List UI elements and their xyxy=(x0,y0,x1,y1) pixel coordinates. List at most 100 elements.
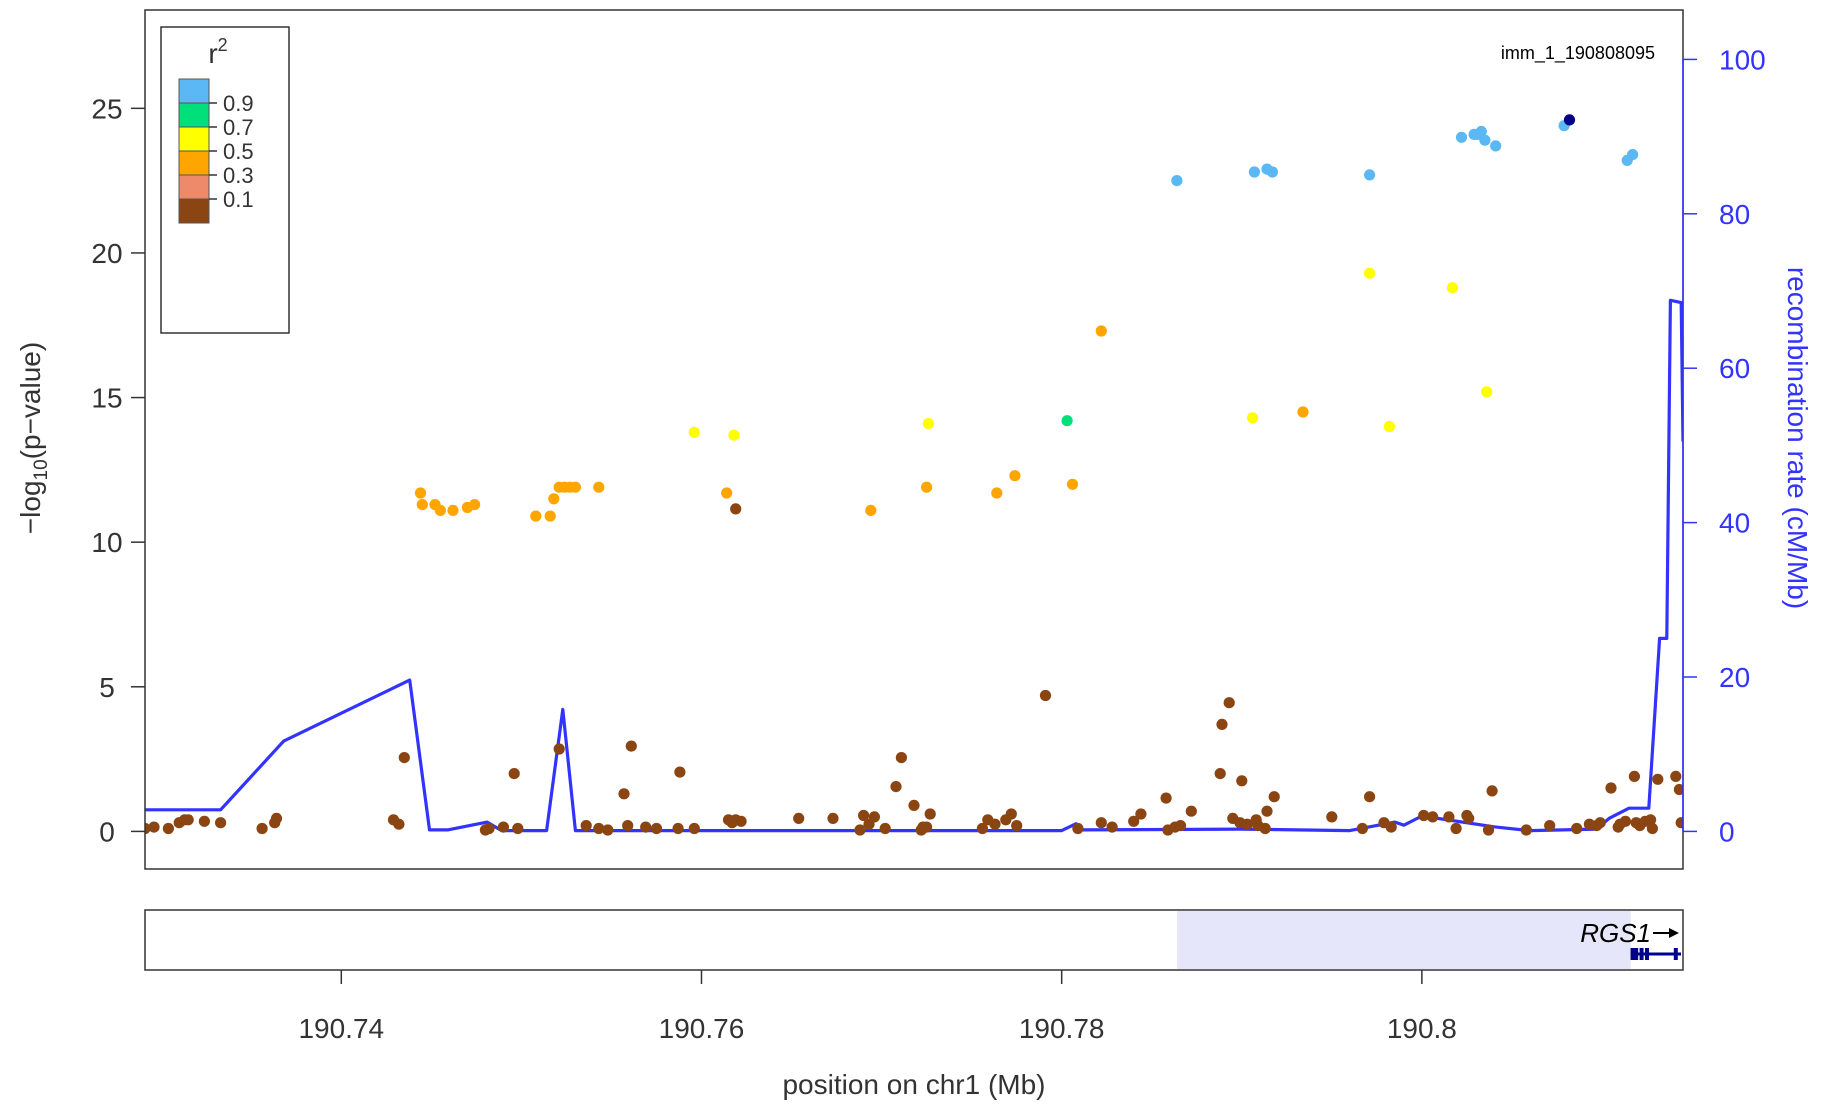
snp-point xyxy=(793,812,805,825)
lead-snp-label: imm_1_190808095 xyxy=(1501,43,1655,64)
snp-point xyxy=(1645,814,1657,826)
y2-tick-label: 60 xyxy=(1719,353,1750,384)
legend-title: r2 xyxy=(208,35,227,69)
snp-point xyxy=(890,781,902,793)
legend-bins: 0.90.70.50.30.1 xyxy=(178,78,254,224)
snp-point xyxy=(508,768,520,780)
snp-point xyxy=(1652,773,1664,785)
snp-point xyxy=(1463,812,1475,825)
snp-point xyxy=(1418,809,1430,822)
x-tick-label: 190.76 xyxy=(659,1013,745,1044)
snp-point xyxy=(827,812,839,825)
gene-exon xyxy=(1639,948,1644,960)
snp-point xyxy=(1297,406,1309,418)
legend-bin-label: 0.1 xyxy=(223,187,254,212)
snp-point xyxy=(483,822,495,835)
snp-point xyxy=(1248,166,1260,178)
snp-point xyxy=(1174,820,1187,832)
snp-point xyxy=(1486,785,1498,797)
gene-exon xyxy=(1644,948,1649,960)
snp-point xyxy=(1364,791,1376,803)
snp-point xyxy=(1261,805,1273,817)
legend-swatch xyxy=(178,78,210,104)
snp-point xyxy=(908,799,920,812)
gene-label: RGS1 xyxy=(1580,918,1651,948)
snp-point xyxy=(1005,808,1017,820)
snp-point xyxy=(1673,783,1683,796)
snp-point xyxy=(1128,815,1140,827)
snp-point xyxy=(1443,811,1455,823)
snp-point xyxy=(162,822,174,835)
snp-point xyxy=(215,817,227,829)
snp-point xyxy=(553,743,565,755)
snp-point xyxy=(1095,817,1107,829)
snp-point xyxy=(1628,770,1640,783)
snp-point xyxy=(1356,822,1368,835)
legend-swatch xyxy=(178,102,210,128)
snp-point xyxy=(735,815,747,827)
snp-point xyxy=(198,815,210,827)
snp-point xyxy=(922,418,935,430)
snp-point xyxy=(1106,821,1118,833)
y-axis-left-label-sub: 10 xyxy=(31,459,52,480)
snp-point xyxy=(1446,282,1459,294)
snp-point xyxy=(1066,478,1079,490)
y-axis-right-label: recombination rate (cM/Mb) xyxy=(1782,267,1813,609)
snp-point xyxy=(1364,169,1376,181)
points-layer xyxy=(145,114,1683,836)
y2-tick-label: 100 xyxy=(1719,44,1766,75)
gene-exon xyxy=(1673,948,1678,960)
snp-point xyxy=(434,504,446,516)
snp-point xyxy=(1479,134,1491,146)
legend-swatch xyxy=(178,198,210,224)
snp-point xyxy=(593,481,605,493)
snp-point xyxy=(1011,820,1023,832)
snp-point xyxy=(854,824,866,836)
snp-point xyxy=(1247,412,1259,424)
x-axis-label: position on chr1 (Mb) xyxy=(782,1069,1045,1100)
snp-point xyxy=(868,811,881,823)
snp-point xyxy=(879,822,891,835)
snp-point xyxy=(989,818,1001,830)
gene-exon xyxy=(1630,948,1635,960)
y2-tick-label: 40 xyxy=(1719,508,1750,539)
x-axis: 190.74 190.76 190.78 190.8 xyxy=(298,970,1457,1044)
snp-point xyxy=(1160,792,1172,804)
snp-point xyxy=(414,487,427,499)
snp-point xyxy=(1482,824,1495,836)
legend-swatch xyxy=(178,126,210,152)
legend-swatch xyxy=(178,174,210,200)
snp-point xyxy=(1364,267,1376,279)
snp-point xyxy=(1627,149,1639,161)
snp-point xyxy=(672,822,684,835)
snp-point xyxy=(865,504,877,516)
snp-point xyxy=(512,822,524,835)
snp-point xyxy=(1095,325,1107,337)
snp-point xyxy=(1675,817,1683,829)
snp-point xyxy=(730,503,742,515)
y-axis-left-label-pre: −log xyxy=(15,480,46,534)
snp-point xyxy=(1481,386,1493,398)
snp-point xyxy=(398,752,410,764)
snp-point xyxy=(1427,811,1439,823)
snp-point xyxy=(1490,140,1502,152)
snp-point xyxy=(921,821,933,833)
snp-point xyxy=(1241,818,1253,830)
snp-point xyxy=(548,493,560,505)
snp-point xyxy=(593,822,605,835)
snp-point xyxy=(858,809,870,822)
snp-point xyxy=(618,788,630,800)
snp-point xyxy=(1009,470,1021,482)
y-axis-left-label: −log10(p−value) xyxy=(15,342,52,534)
legend-title-superscript: 2 xyxy=(218,35,228,55)
snp-point xyxy=(1223,697,1235,709)
snp-point xyxy=(544,510,556,522)
snp-point xyxy=(1236,775,1248,787)
snp-point xyxy=(447,504,459,516)
snp-point xyxy=(1544,820,1556,832)
x-tick-label: 190.74 xyxy=(298,1013,384,1044)
y-tick-label: 25 xyxy=(91,93,122,124)
legend-bin-label: 0.9 xyxy=(223,91,254,116)
legend-swatch xyxy=(178,150,210,176)
lead-snp-point xyxy=(1563,114,1576,126)
